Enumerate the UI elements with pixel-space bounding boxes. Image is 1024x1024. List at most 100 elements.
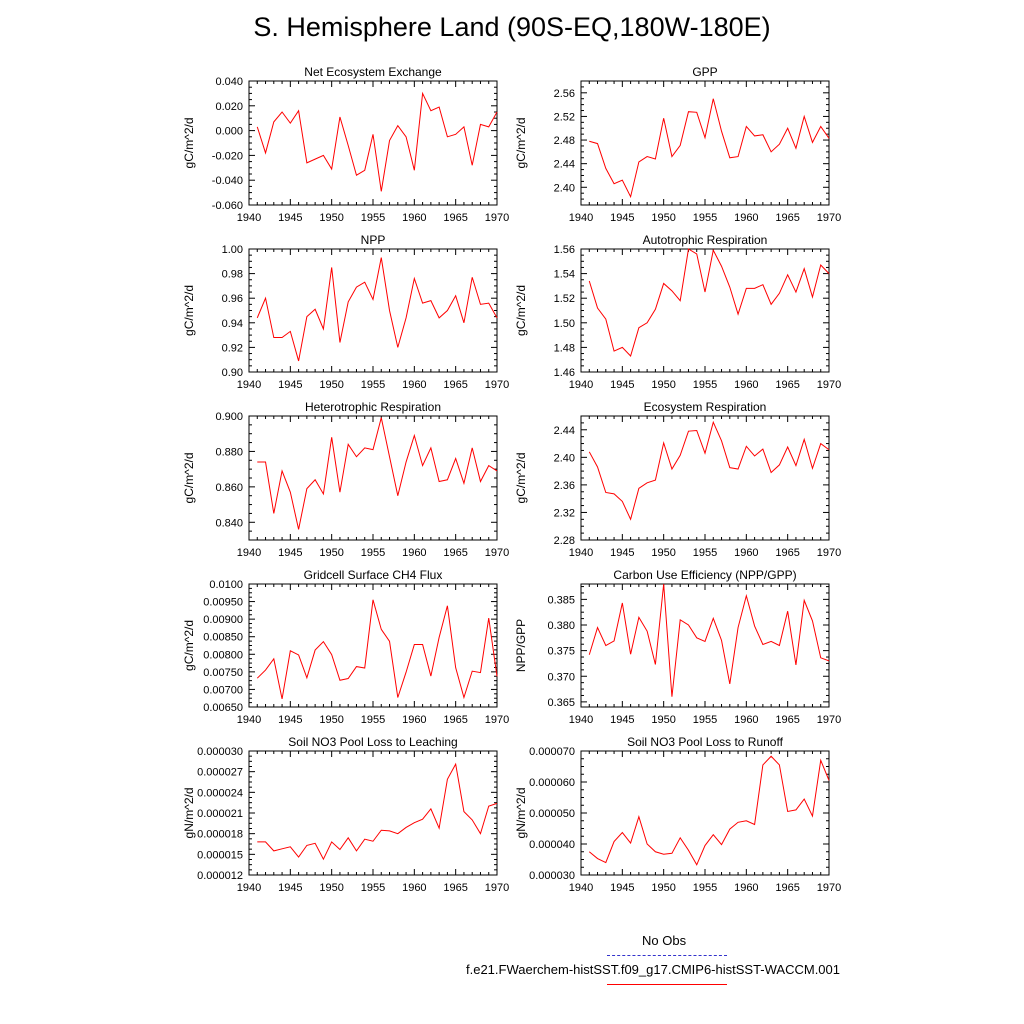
data-point — [265, 298, 266, 299]
data-point — [348, 444, 349, 445]
data-point — [828, 660, 829, 661]
data-point — [339, 849, 340, 850]
data-point — [762, 134, 763, 135]
data-point — [472, 165, 473, 166]
x-tick-label: 1965 — [443, 882, 467, 894]
data-point — [820, 264, 821, 265]
data-point — [455, 134, 456, 135]
x-tick-label: 1965 — [775, 882, 799, 894]
x-tick-label: 1950 — [651, 882, 675, 894]
y-tick-label: 0.020 — [215, 101, 243, 113]
data-point — [315, 159, 316, 160]
data-point — [439, 828, 440, 829]
x-tick-label: 1960 — [734, 882, 758, 894]
data-point — [397, 125, 398, 126]
data-point — [463, 322, 464, 323]
y-tick-label: 2.40 — [554, 452, 575, 464]
data-point — [422, 819, 423, 820]
data-point — [630, 654, 631, 655]
data-point — [804, 600, 805, 601]
data-point — [488, 806, 489, 807]
data-point — [356, 287, 357, 288]
data-point — [298, 856, 299, 857]
data-point — [257, 841, 258, 842]
data-point — [315, 843, 316, 844]
data-point — [597, 858, 598, 859]
data-point — [364, 447, 365, 448]
data-point — [405, 827, 406, 828]
y-tick-label: 0.00950 — [203, 597, 243, 609]
y-axis-label: gN/m^2/d — [182, 788, 196, 839]
data-point — [762, 284, 763, 285]
data-point — [496, 676, 497, 677]
y-tick-label: 1.56 — [554, 244, 575, 256]
data-point — [281, 848, 282, 849]
x-tick-label: 1970 — [817, 547, 841, 559]
data-point — [364, 282, 365, 283]
data-point — [787, 811, 788, 812]
x-tick-label: 1960 — [402, 379, 426, 391]
data-point — [622, 602, 623, 603]
x-tick-label: 1965 — [775, 714, 799, 726]
data-point — [671, 696, 672, 697]
data-point — [737, 468, 738, 469]
chart-panel-8: Carbon Use Efficiency (NPP/GPP) NPP/GPP 19… — [514, 568, 841, 726]
x-tick-label: 1945 — [610, 547, 634, 559]
data-point — [463, 811, 464, 812]
legend-obs-line — [607, 955, 727, 956]
plot-frame — [580, 415, 830, 541]
data-point — [779, 764, 780, 765]
data-point — [488, 126, 489, 127]
y-tick-label: 1.52 — [554, 293, 575, 305]
data-point — [589, 654, 590, 655]
data-point — [372, 841, 373, 842]
y-tick-label: 1.00 — [222, 244, 243, 256]
x-tick-label: 1965 — [775, 547, 799, 559]
x-tick-label: 1970 — [485, 882, 509, 894]
plot-frame — [248, 415, 498, 541]
data-point — [273, 513, 274, 514]
x-tick-label: 1940 — [237, 212, 261, 224]
data-point — [364, 170, 365, 171]
data-point — [290, 650, 291, 651]
data-point — [795, 465, 796, 466]
data-point — [820, 126, 821, 127]
data-point — [655, 479, 656, 480]
data-point — [389, 456, 390, 457]
data-point — [290, 846, 291, 847]
y-tick-label: 0.98 — [222, 269, 243, 281]
data-point — [414, 170, 415, 171]
data-point — [779, 645, 780, 646]
data-point — [306, 677, 307, 678]
data-point — [472, 447, 473, 448]
y-tick-label: 0.000040 — [529, 839, 575, 851]
x-tick-label: 1960 — [402, 714, 426, 726]
data-point — [463, 697, 464, 698]
y-tick-label: 0.00900 — [203, 614, 243, 626]
x-tick-label: 1940 — [569, 714, 593, 726]
data-point — [356, 666, 357, 667]
data-point — [488, 303, 489, 304]
data-point — [828, 780, 829, 781]
series-line — [589, 98, 830, 199]
y-tick-label: 0.900 — [215, 411, 243, 423]
data-point — [389, 140, 390, 141]
x-tick-label: 1945 — [278, 379, 302, 391]
y-tick-label: -0.040 — [212, 175, 243, 187]
data-point — [746, 446, 747, 447]
panel-title: GPP — [692, 65, 717, 79]
data-point — [680, 300, 681, 301]
y-tick-label: -0.060 — [212, 200, 243, 212]
x-tick-label: 1940 — [237, 547, 261, 559]
chart-panel-10: Soil NO3 Pool Loss to Runoff gN/m^2/d 1940… — [514, 735, 841, 894]
y-tick-label: 0.000018 — [197, 829, 243, 841]
data-point — [265, 461, 266, 462]
x-tick-label: 1945 — [278, 882, 302, 894]
data-point — [671, 156, 672, 157]
data-point — [290, 123, 291, 124]
data-point — [414, 644, 415, 645]
data-point — [463, 483, 464, 484]
series-line — [256, 91, 498, 192]
data-point — [771, 304, 772, 305]
y-tick-label: 0.90 — [222, 367, 243, 379]
